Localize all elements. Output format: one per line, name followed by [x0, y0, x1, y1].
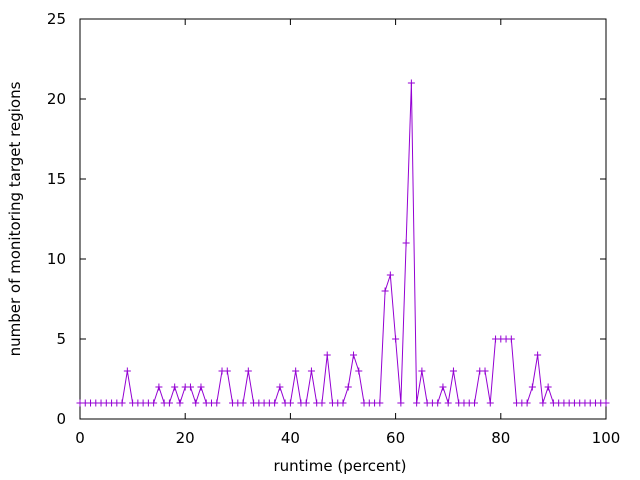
x-tick-label: 100	[592, 429, 621, 447]
data-point-marker	[150, 399, 158, 407]
y-tick-label: 25	[47, 10, 66, 28]
data-point-marker	[155, 383, 163, 391]
data-point-marker	[223, 367, 231, 375]
data-point-marker	[402, 239, 410, 247]
data-point-marker	[276, 383, 284, 391]
data-point-marker	[413, 399, 421, 407]
data-point-marker	[350, 351, 358, 359]
data-point-marker	[539, 399, 547, 407]
data-point-marker	[307, 367, 315, 375]
data-point-marker	[434, 399, 442, 407]
data-point-marker	[271, 399, 279, 407]
x-tick-label: 20	[176, 429, 195, 447]
data-point-marker	[486, 399, 494, 407]
data-point-marker	[302, 399, 310, 407]
data-point-marker	[449, 367, 457, 375]
data-point-marker	[523, 399, 531, 407]
data-point-marker	[244, 367, 252, 375]
data-point-marker	[381, 287, 389, 295]
data-point-marker	[544, 383, 552, 391]
data-point-marker	[386, 271, 394, 279]
data-point-marker	[481, 367, 489, 375]
data-point-marker	[471, 399, 478, 407]
data-point-marker	[397, 399, 405, 407]
y-tick-label: 15	[47, 170, 66, 188]
y-axis-label: number of monitoring target regions	[6, 81, 24, 356]
x-tick-label: 60	[386, 429, 405, 447]
data-point-marker	[318, 399, 326, 407]
data-point-marker	[292, 367, 300, 375]
x-tick-label: 80	[491, 429, 510, 447]
data-point-marker	[339, 399, 347, 407]
data-point-marker	[192, 399, 200, 407]
data-point-marker	[197, 383, 205, 391]
data-point-marker	[213, 399, 221, 407]
data-point-marker	[444, 399, 452, 407]
data-point-marker	[507, 335, 515, 343]
data-point-marker	[344, 383, 352, 391]
series-layer	[76, 79, 610, 407]
data-point-marker	[528, 383, 536, 391]
data-point-marker	[392, 335, 400, 343]
data-point-marker	[323, 351, 331, 359]
data-point-marker	[176, 399, 184, 407]
data-point-marker	[439, 383, 447, 391]
data-point-marker	[123, 367, 131, 375]
data-point-marker	[286, 399, 294, 407]
data-point-marker	[602, 399, 610, 407]
y-tick-label: 5	[56, 330, 66, 348]
data-point-marker	[407, 79, 415, 87]
data-point-marker	[355, 367, 363, 375]
y-tick-label: 0	[56, 410, 66, 428]
x-tick-label: 40	[281, 429, 300, 447]
y-tick-label: 10	[47, 250, 66, 268]
data-point-marker	[376, 399, 384, 407]
data-point-marker	[165, 399, 173, 407]
series-line	[80, 82, 606, 405]
data-point-marker	[418, 367, 426, 375]
plot-frame	[79, 18, 607, 420]
data-point-marker	[118, 399, 126, 407]
data-point-marker	[534, 351, 542, 359]
x-axis-label: runtime (percent)	[274, 457, 407, 475]
y-axis-ticks: 0 5 10 15 20 25	[47, 10, 606, 428]
x-axis-ticks: 0 20 40 60 80 100	[75, 19, 620, 447]
x-tick-label: 0	[75, 429, 85, 447]
data-point-marker	[171, 383, 179, 391]
data-point-marker	[186, 383, 194, 391]
y-tick-label: 20	[47, 90, 66, 108]
data-point-marker	[239, 399, 247, 407]
